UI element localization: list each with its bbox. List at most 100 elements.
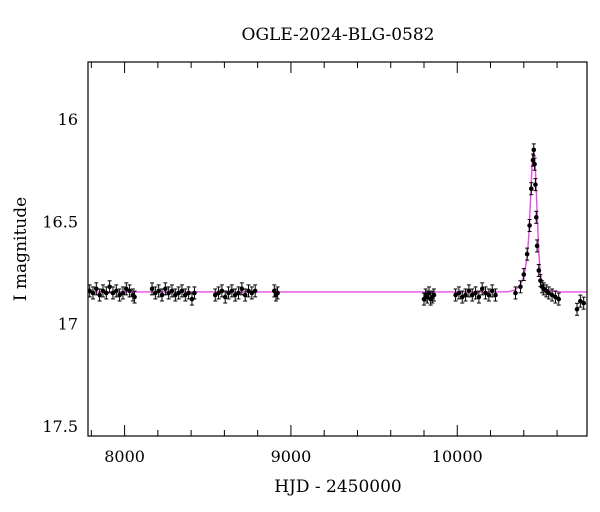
data-point bbox=[581, 296, 586, 310]
point-marker bbox=[242, 292, 248, 298]
data-point bbox=[94, 282, 99, 296]
y-tick-label: 16.5 bbox=[42, 212, 78, 231]
y-tick-label: 16 bbox=[58, 110, 78, 129]
point-marker bbox=[107, 284, 112, 290]
data-point bbox=[532, 157, 537, 171]
point-marker bbox=[159, 292, 165, 298]
point-marker bbox=[456, 290, 462, 296]
data-point bbox=[524, 247, 530, 261]
data-point bbox=[518, 280, 523, 294]
data-point bbox=[513, 286, 518, 300]
point-marker bbox=[132, 294, 137, 300]
y-axis-ticks: 16 16.5 17 17.5 bbox=[42, 110, 78, 436]
data-point bbox=[127, 284, 132, 298]
data-point bbox=[556, 292, 562, 306]
point-marker bbox=[216, 290, 221, 296]
point-marker bbox=[120, 290, 126, 296]
point-marker bbox=[479, 286, 485, 292]
point-marker bbox=[271, 288, 277, 294]
data-point bbox=[527, 218, 532, 232]
point-marker bbox=[149, 286, 155, 292]
y-tick-label: 17.5 bbox=[42, 417, 78, 436]
x-tick-label: 10000 bbox=[432, 447, 483, 466]
data-point bbox=[546, 286, 552, 300]
point-marker bbox=[110, 290, 116, 296]
point-marker bbox=[246, 288, 251, 294]
data-point bbox=[489, 284, 495, 298]
data-point bbox=[493, 288, 498, 302]
data-point bbox=[459, 290, 465, 304]
data-point bbox=[117, 288, 122, 302]
data-points bbox=[87, 143, 586, 316]
point-marker bbox=[97, 292, 102, 298]
data-point bbox=[476, 290, 482, 304]
data-point bbox=[192, 286, 197, 300]
point-marker bbox=[536, 268, 542, 273]
point-marker bbox=[192, 290, 197, 296]
data-point bbox=[553, 290, 558, 304]
point-marker bbox=[578, 298, 583, 304]
data-point bbox=[216, 286, 221, 300]
data-point bbox=[543, 284, 549, 298]
point-marker bbox=[574, 306, 580, 312]
y-tick-label: 17 bbox=[58, 315, 78, 334]
point-marker bbox=[521, 272, 527, 277]
point-marker bbox=[530, 157, 536, 163]
point-marker bbox=[226, 290, 231, 296]
x-tick-label: 8000 bbox=[104, 447, 145, 466]
data-point bbox=[534, 239, 540, 253]
point-marker bbox=[476, 294, 482, 300]
point-marker bbox=[94, 286, 99, 292]
data-point bbox=[222, 290, 228, 304]
data-point bbox=[123, 282, 129, 296]
point-marker bbox=[189, 296, 195, 302]
point-marker bbox=[212, 292, 218, 298]
data-point bbox=[486, 288, 492, 302]
data-point bbox=[226, 286, 231, 300]
data-point bbox=[479, 282, 485, 296]
data-point bbox=[189, 292, 195, 306]
data-point bbox=[242, 288, 248, 302]
data-point bbox=[176, 286, 181, 300]
point-marker bbox=[532, 161, 537, 167]
data-point bbox=[463, 288, 468, 302]
point-marker bbox=[117, 292, 122, 298]
data-point bbox=[521, 268, 527, 282]
data-point bbox=[236, 286, 241, 300]
data-point bbox=[169, 284, 175, 298]
point-marker bbox=[533, 215, 539, 220]
x-tick-label: 9000 bbox=[271, 447, 312, 466]
data-point bbox=[252, 284, 258, 298]
x-axis-ticks: 8000 9000 10000 bbox=[90, 62, 558, 466]
point-marker bbox=[90, 290, 96, 296]
point-marker bbox=[186, 290, 191, 296]
point-marker bbox=[103, 290, 109, 296]
point-marker bbox=[127, 288, 132, 294]
point-marker bbox=[528, 186, 534, 192]
data-point bbox=[483, 286, 488, 300]
data-point bbox=[232, 288, 238, 302]
data-point bbox=[473, 286, 478, 300]
point-marker bbox=[533, 182, 538, 187]
point-marker bbox=[179, 288, 185, 294]
data-point bbox=[90, 286, 96, 300]
data-point bbox=[120, 286, 126, 300]
data-point bbox=[431, 288, 437, 302]
point-marker bbox=[236, 290, 241, 296]
point-marker bbox=[183, 292, 188, 298]
data-point bbox=[103, 286, 109, 300]
data-point bbox=[469, 288, 475, 302]
data-point bbox=[110, 286, 116, 300]
point-marker bbox=[556, 296, 562, 302]
data-point bbox=[166, 286, 171, 300]
point-marker bbox=[156, 288, 161, 294]
data-point bbox=[533, 210, 539, 224]
point-marker bbox=[169, 288, 175, 294]
data-point bbox=[97, 288, 102, 302]
point-marker bbox=[463, 292, 468, 298]
point-marker bbox=[222, 294, 228, 300]
point-marker bbox=[232, 292, 238, 298]
data-point bbox=[531, 143, 537, 157]
y-axis-label: I magnitude bbox=[11, 197, 31, 301]
data-point bbox=[173, 288, 178, 302]
